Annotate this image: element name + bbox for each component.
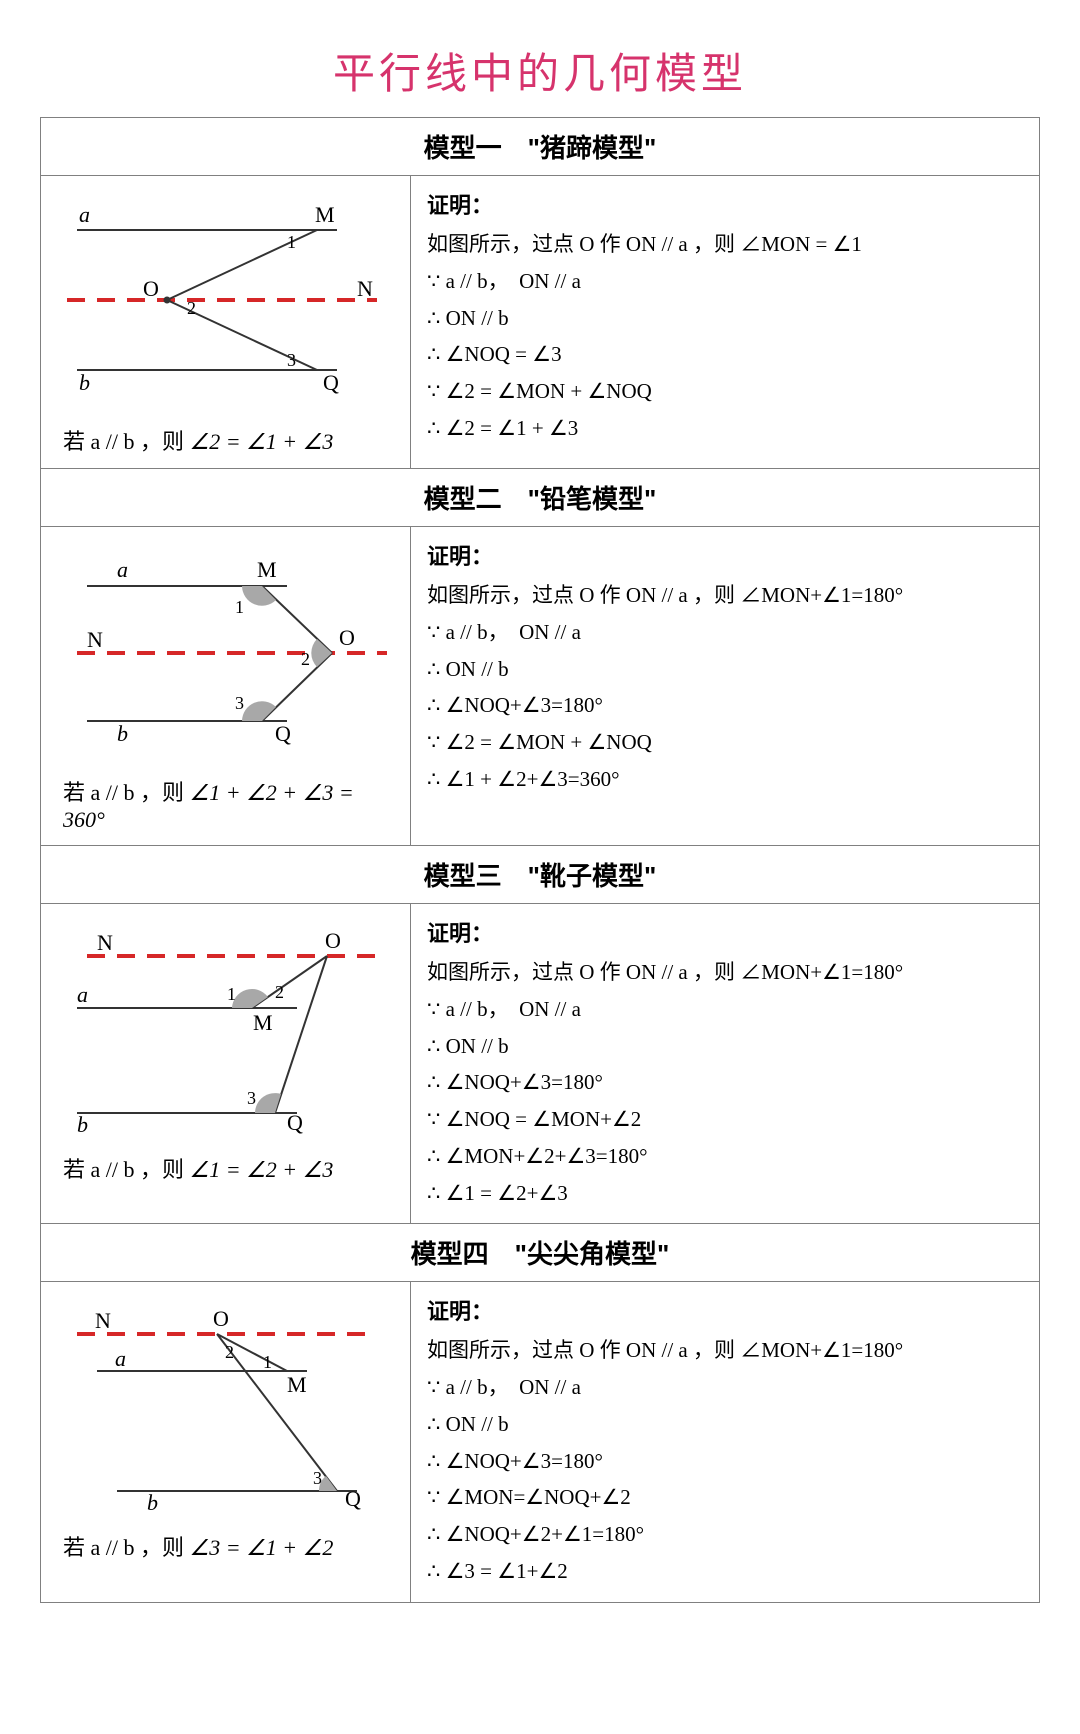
label-2: 2 <box>275 982 284 1002</box>
model-1-header: 模型一 "猪蹄模型" <box>41 118 1040 176</box>
model-2-proof: 证明： 如图所示，过点 O 作 ON // a ，则 ∠MON+∠1=180° … <box>411 527 1040 846</box>
label-b: b <box>147 1490 158 1515</box>
label-2: 2 <box>225 1342 234 1362</box>
label-M: M <box>253 1010 273 1035</box>
label-b: b <box>79 370 90 395</box>
proof-line: ∴ ∠NOQ+∠3=180° <box>427 1443 1025 1480</box>
proof-line: ∴ ON // b <box>427 651 1025 688</box>
model-4-left: a b M N O Q 1 2 3 若 a // b ，则 ∠3 = ∠1 + … <box>41 1282 411 1602</box>
label-O: O <box>143 276 159 301</box>
proof-line: ∴ ∠3 = ∠1+∠2 <box>427 1553 1025 1590</box>
proof-line: ∵ a // b， ON // a <box>427 614 1025 651</box>
label-M: M <box>257 557 277 582</box>
model-2-conclusion: 若 a // b ，则 ∠1 + ∠2 + ∠3 = 360° <box>57 775 400 833</box>
proof-line: 如图所示，过点 O 作 ON // a ，则 ∠MON+∠1=180° <box>427 1332 1025 1369</box>
label-Q: Q <box>287 1110 303 1135</box>
proof-line: ∴ ∠NOQ = ∠3 <box>427 336 1025 373</box>
proof-line: ∵ ∠NOQ = ∠MON+∠2 <box>427 1101 1025 1138</box>
label-Q: Q <box>275 721 291 746</box>
model-4-conclusion: 若 a // b ，则 ∠3 = ∠1 + ∠2 <box>57 1530 400 1562</box>
model-4-header: 模型四 "尖尖角模型" <box>41 1224 1040 1282</box>
model-1-proof: 证明： 如图所示，过点 O 作 ON // a ，则 ∠MON = ∠1 ∵ a… <box>411 176 1040 469</box>
proof-line: ∴ ON // b <box>427 1028 1025 1065</box>
label-N: N <box>97 930 113 955</box>
model-3-header: 模型三 "靴子模型" <box>41 846 1040 904</box>
proof-heading: 证明： <box>427 916 1025 948</box>
proof-line: ∴ ∠2 = ∠1 + ∠3 <box>427 410 1025 447</box>
proof-line: ∵ ∠2 = ∠MON + ∠NOQ <box>427 724 1025 761</box>
label-a: a <box>79 202 90 227</box>
label-a: a <box>117 557 128 582</box>
label-3: 3 <box>287 350 296 370</box>
model-4-proof: 证明： 如图所示，过点 O 作 ON // a ，则 ∠MON+∠1=180° … <box>411 1282 1040 1602</box>
proof-line: 如图所示，过点 O 作 ON // a ，则 ∠MON+∠1=180° <box>427 954 1025 991</box>
label-b: b <box>117 721 128 746</box>
label-a: a <box>77 982 88 1007</box>
proof-line: ∴ ∠NOQ+∠3=180° <box>427 687 1025 724</box>
label-N: N <box>95 1308 111 1333</box>
proof-line: ∵ a // b， ON // a <box>427 991 1025 1028</box>
label-M: M <box>287 1372 307 1397</box>
model-4-diagram: a b M N O Q 1 2 3 <box>57 1296 400 1526</box>
proof-line: ∴ ON // b <box>427 1406 1025 1443</box>
label-N: N <box>87 627 103 652</box>
model-3-proof: 证明： 如图所示，过点 O 作 ON // a ，则 ∠MON+∠1=180° … <box>411 904 1040 1224</box>
model-2-header: 模型二 "铅笔模型" <box>41 469 1040 527</box>
label-N: N <box>357 276 373 301</box>
proof-line: ∵ ∠MON=∠NOQ+∠2 <box>427 1479 1025 1516</box>
proof-line: ∴ ∠MON+∠2+∠3=180° <box>427 1138 1025 1175</box>
label-2: 2 <box>301 649 310 669</box>
label-3: 3 <box>247 1088 256 1108</box>
proof-line: ∵ a // b， ON // a <box>427 1369 1025 1406</box>
model-3-left: a b M N O Q 1 2 3 若 a // b ，则 ∠1 = ∠2 + … <box>41 904 411 1224</box>
label-b: b <box>77 1112 88 1137</box>
proof-line: ∴ ∠NOQ+∠3=180° <box>427 1064 1025 1101</box>
model-1-conclusion: 若 a // b ，则 ∠2 = ∠1 + ∠3 <box>57 424 400 456</box>
label-a: a <box>115 1346 126 1371</box>
model-1-diagram: a b M N O Q 1 2 3 <box>57 190 400 420</box>
proof-line: ∵ a // b， ON // a <box>427 263 1025 300</box>
proof-line: 如图所示，过点 O 作 ON // a ，则 ∠MON = ∠1 <box>427 226 1025 263</box>
proof-line: 如图所示，过点 O 作 ON // a ，则 ∠MON+∠1=180° <box>427 577 1025 614</box>
model-3-diagram: a b M N O Q 1 2 3 <box>57 918 400 1148</box>
proof-line: ∵ ∠2 = ∠MON + ∠NOQ <box>427 373 1025 410</box>
proof-line: ∴ ∠1 + ∠2+∠3=360° <box>427 761 1025 798</box>
model-2-diagram: a b M N O Q 1 2 3 <box>57 541 400 771</box>
label-3: 3 <box>235 693 244 713</box>
label-2: 2 <box>187 298 196 318</box>
proof-line: ∴ ON // b <box>427 300 1025 337</box>
model-1-left: a b M N O Q 1 2 3 若 a // b ，则 ∠2 = ∠1 + … <box>41 176 411 469</box>
label-M: M <box>315 202 335 227</box>
label-O: O <box>339 625 355 650</box>
label-Q: Q <box>323 370 339 395</box>
label-1: 1 <box>287 232 296 252</box>
page-title: 平行线中的几何模型 <box>40 40 1040 101</box>
label-3: 3 <box>313 1468 322 1488</box>
label-Q: Q <box>345 1486 361 1511</box>
proof-line: ∴ ∠1 = ∠2+∠3 <box>427 1175 1025 1212</box>
proof-heading: 证明： <box>427 1294 1025 1326</box>
label-O: O <box>325 928 341 953</box>
label-1: 1 <box>227 984 236 1004</box>
proof-heading: 证明： <box>427 188 1025 220</box>
label-1: 1 <box>235 597 244 617</box>
models-table: 模型一 "猪蹄模型" a b M N O Q 1 2 <box>40 117 1040 1603</box>
model-2-left: a b M N O Q 1 2 3 若 a // b ，则 ∠1 + ∠2 + … <box>41 527 411 846</box>
label-O: O <box>213 1306 229 1331</box>
model-3-conclusion: 若 a // b ，则 ∠1 = ∠2 + ∠3 <box>57 1152 400 1184</box>
proof-heading: 证明： <box>427 539 1025 571</box>
proof-line: ∴ ∠NOQ+∠2+∠1=180° <box>427 1516 1025 1553</box>
label-1: 1 <box>263 1352 272 1372</box>
